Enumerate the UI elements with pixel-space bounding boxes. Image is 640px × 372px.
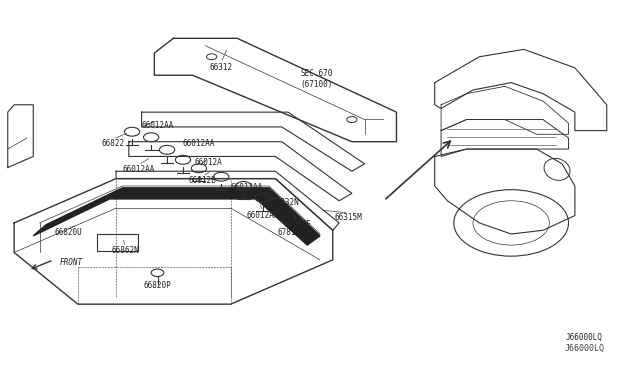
Text: 66822: 66822 (101, 139, 124, 148)
Text: 66012AA: 66012AA (246, 211, 279, 220)
Text: 66012A: 66012A (195, 157, 222, 167)
Text: 66012E: 66012E (284, 220, 312, 229)
Text: 67811N: 67811N (278, 228, 305, 237)
Text: 66012AA: 66012AA (230, 183, 263, 192)
Bar (97, 234, 138, 251)
Text: J66000LQ: J66000LQ (566, 333, 603, 342)
Text: J66000LQ: J66000LQ (564, 344, 604, 353)
Text: SEC.670
(67100): SEC.670 (67100) (301, 69, 333, 89)
Text: 66012B: 66012B (188, 176, 216, 185)
Polygon shape (33, 188, 320, 245)
Text: 66315M: 66315M (335, 213, 362, 222)
Text: 66820U: 66820U (54, 228, 82, 237)
Text: 66012AA: 66012AA (141, 121, 173, 129)
Text: 66820P: 66820P (143, 281, 172, 290)
Text: FRONT: FRONT (60, 258, 83, 267)
Text: 66012AA: 66012AA (183, 139, 215, 148)
Text: 66312: 66312 (210, 63, 233, 72)
Text: 66012AA: 66012AA (122, 165, 155, 174)
Text: 66832N: 66832N (271, 198, 299, 207)
Text: 66862N: 66862N (112, 246, 140, 255)
